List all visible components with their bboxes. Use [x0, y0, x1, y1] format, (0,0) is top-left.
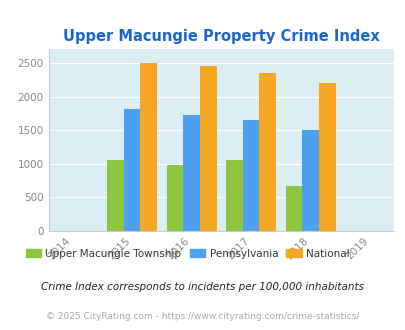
Legend: Upper Macungie Township, Pennsylvania, National: Upper Macungie Township, Pennsylvania, N…: [21, 245, 353, 263]
Bar: [226, 160, 242, 231]
Bar: [259, 73, 275, 231]
Text: © 2025 CityRating.com - https://www.cityrating.com/crime-statistics/: © 2025 CityRating.com - https://www.city…: [46, 312, 359, 321]
Bar: [242, 120, 259, 231]
Bar: [140, 63, 157, 231]
Bar: [199, 66, 216, 231]
Bar: [166, 165, 183, 231]
Text: Crime Index corresponds to incidents per 100,000 inhabitants: Crime Index corresponds to incidents per…: [41, 282, 364, 292]
Title: Upper Macungie Property Crime Index: Upper Macungie Property Crime Index: [63, 29, 379, 44]
Bar: [183, 115, 199, 231]
Bar: [285, 186, 301, 231]
Bar: [124, 109, 140, 231]
Bar: [318, 83, 335, 231]
Bar: [301, 130, 318, 231]
Bar: [107, 160, 124, 231]
